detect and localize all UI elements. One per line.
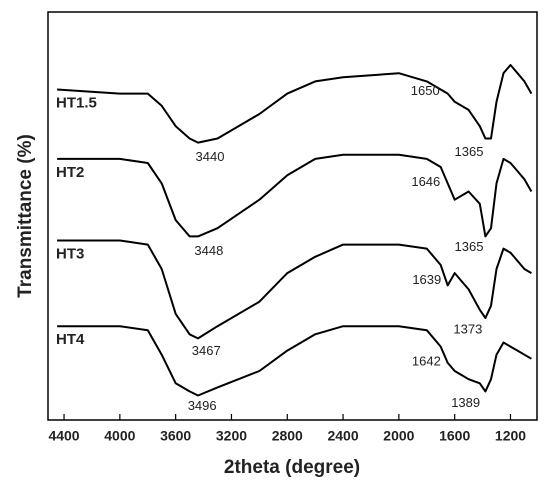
peak-label: 1642 [412,354,441,369]
peak-label: 3467 [192,343,221,358]
peak-label: 1365 [455,144,484,159]
x-tick-label: 4000 [104,428,135,444]
x-tick-label: 2800 [272,428,303,444]
spectrum-line [57,64,533,144]
peak-label: 1650 [411,83,440,98]
peak-label: 1373 [453,321,482,336]
x-axis-label: 2theta (degree) [224,457,360,478]
x-tick-label: 3600 [160,428,191,444]
x-tick-label: 4400 [48,428,79,444]
peak-label: 1646 [411,174,440,189]
y-axis-label: Transmittance (%) [15,134,36,298]
peak-label: 3448 [194,243,223,258]
x-tick-label: 2400 [327,428,358,444]
series-label: HT3 [56,245,84,262]
peak-label: 1365 [455,239,484,254]
peak-label: 1639 [412,272,441,287]
x-tick-label: 3200 [216,428,247,444]
peak-label: 3440 [196,149,225,164]
spectrum-line [57,325,532,397]
series-label: HT4 [56,331,85,348]
x-tick-label: 1200 [495,428,526,444]
peak-label: 1389 [451,395,480,410]
x-tick-label: 1600 [439,428,470,444]
x-tick-label: 2000 [383,428,414,444]
peak-label: 3496 [188,398,217,413]
spectrum-line [57,153,533,238]
plot-frame [47,11,538,421]
series-label: HT2 [56,164,84,181]
spectrum-line [57,239,532,340]
series-label: HT1.5 [56,94,97,111]
